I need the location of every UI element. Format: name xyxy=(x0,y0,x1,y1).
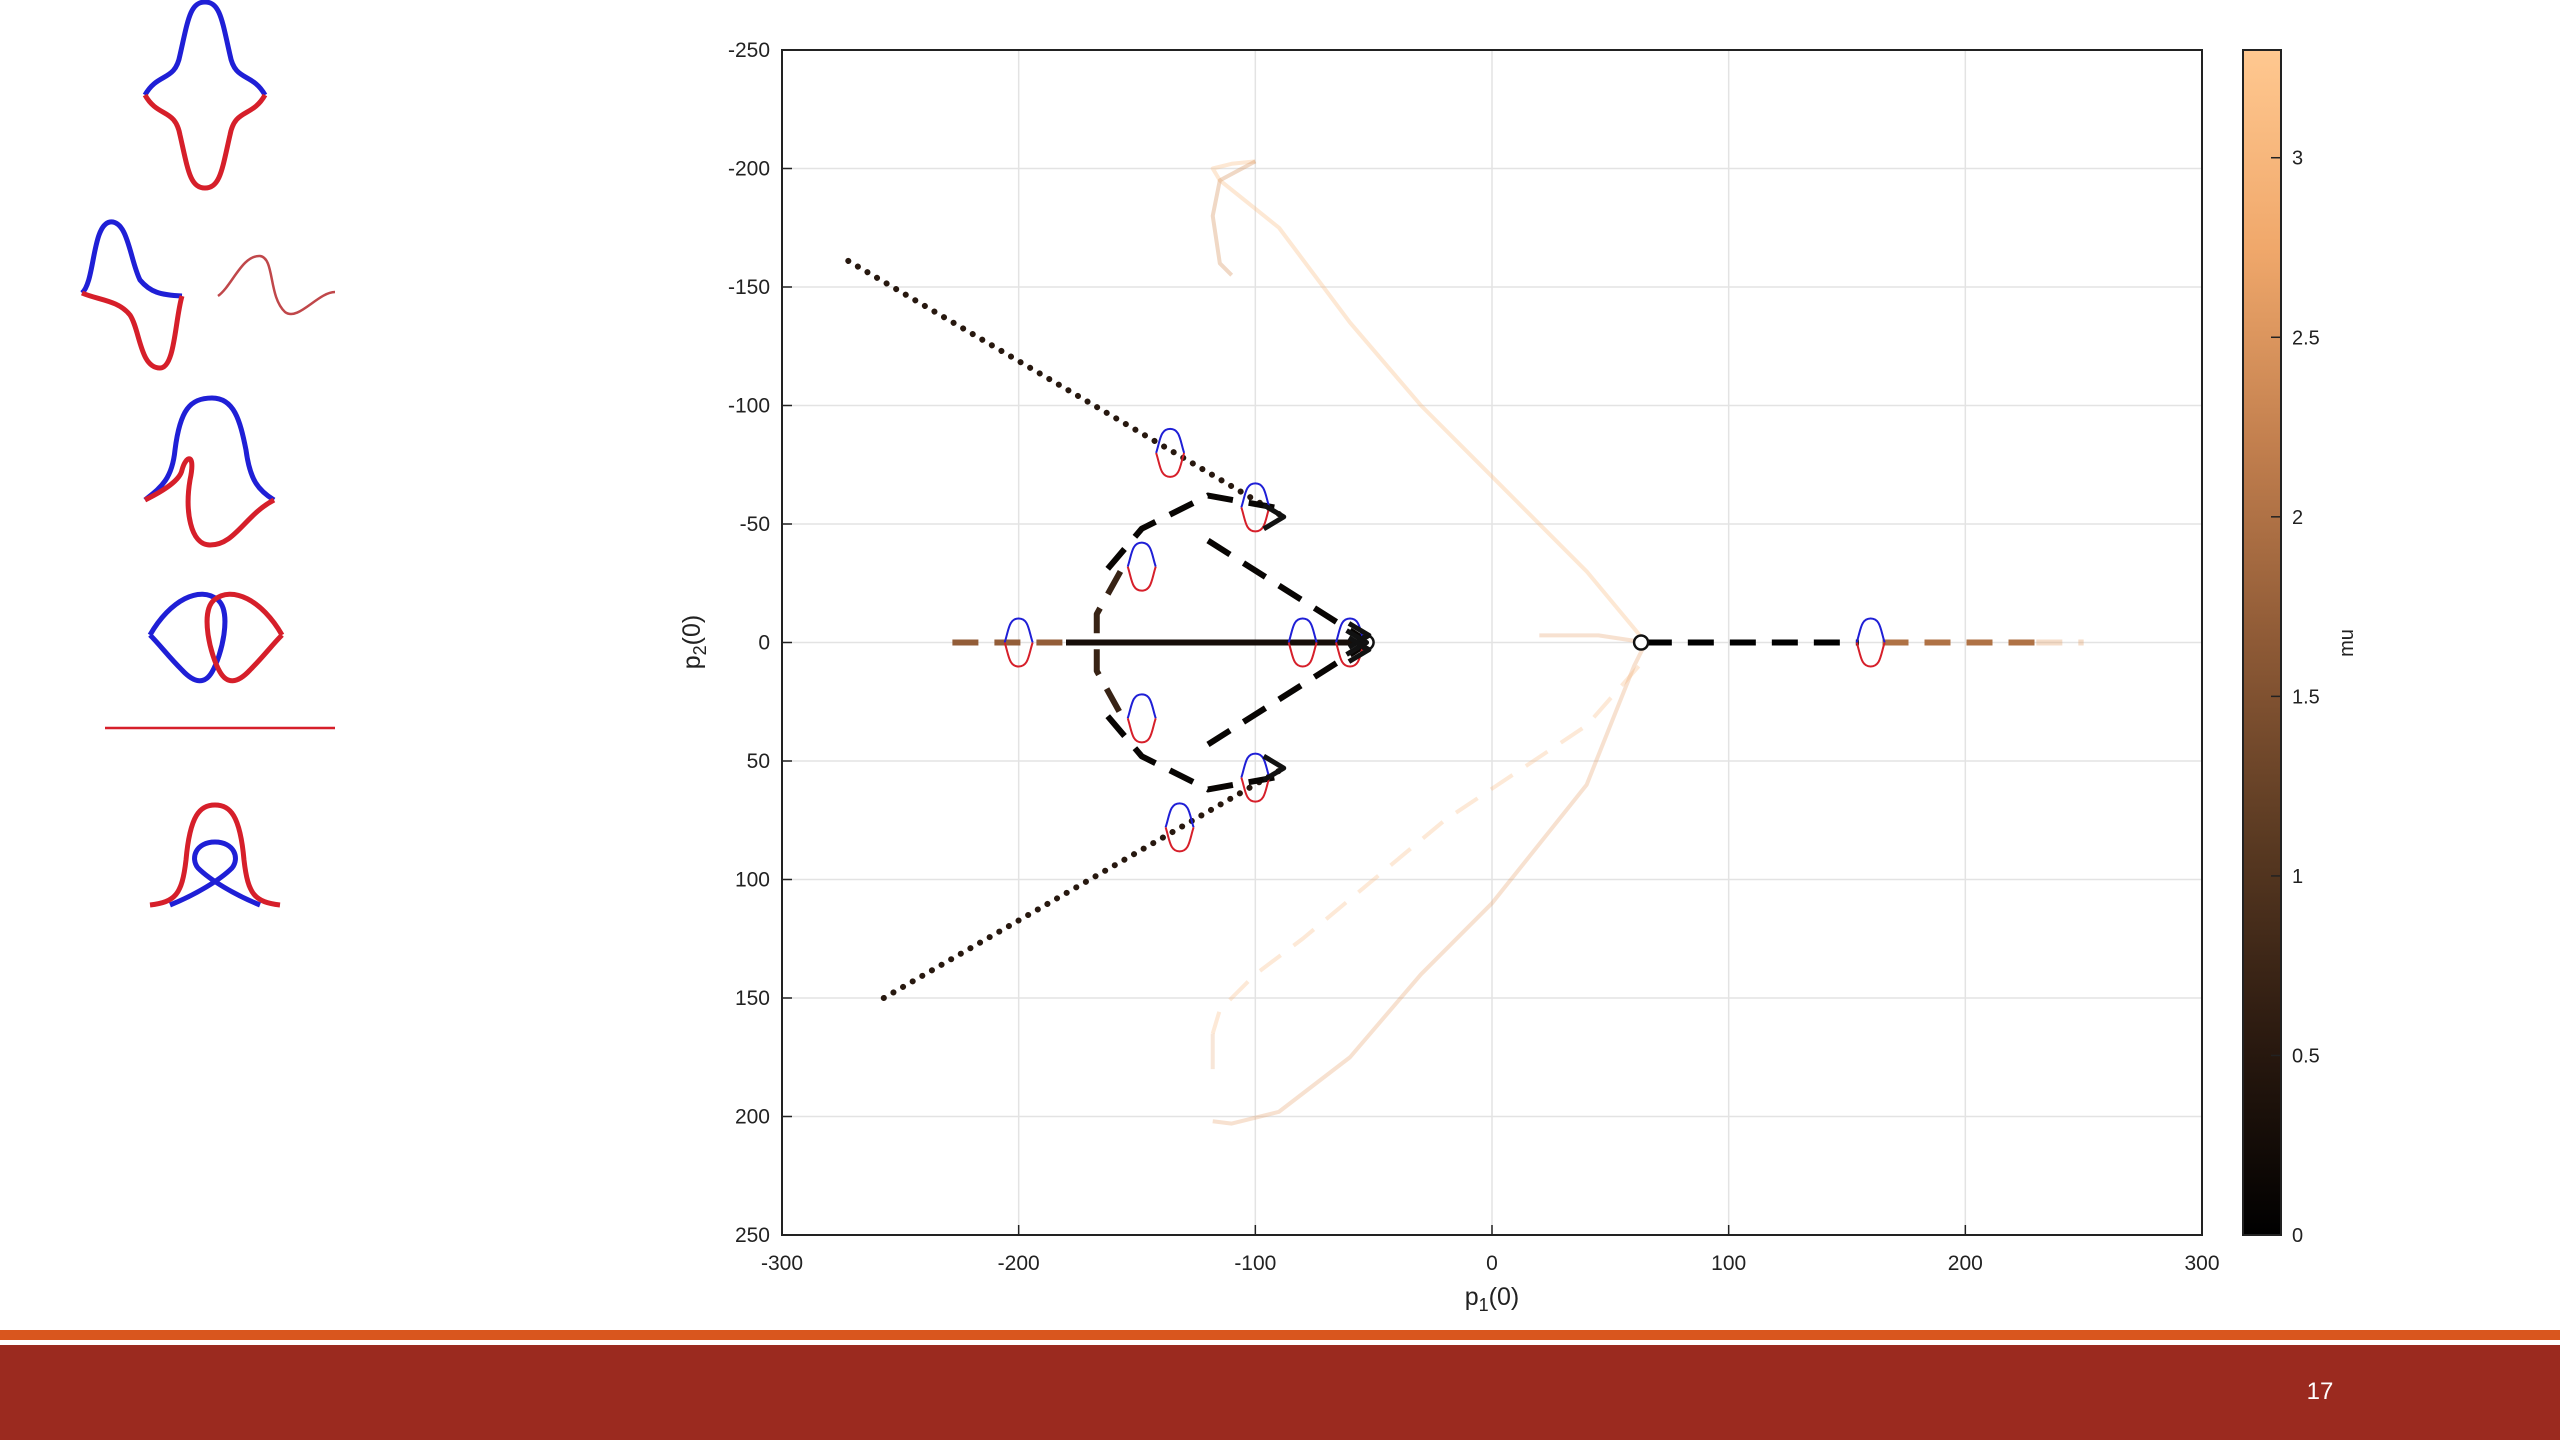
curve-glyph-0 xyxy=(1155,427,1186,478)
shape-3-blue xyxy=(143,395,276,503)
colorbar-ticks: 0 0.5 1 1.5 2 2.5 3 xyxy=(2271,148,2320,1247)
shape-3-red xyxy=(143,456,276,548)
curve-glyph-2 xyxy=(1126,541,1157,592)
y-tick-label: 100 xyxy=(735,869,770,892)
glyph-upper xyxy=(1855,617,1886,643)
y-tick-label: -150 xyxy=(728,276,770,299)
y-tick-label: 200 xyxy=(735,1106,770,1129)
curve-glyph-4 xyxy=(1287,617,1318,668)
colorbar-tick-label: 0.5 xyxy=(2292,1045,2320,1067)
y-tick-label: -250 xyxy=(728,39,770,62)
shape-5-blue-loop xyxy=(169,839,261,908)
curve-shape-legend xyxy=(80,0,336,908)
series-6-dashed xyxy=(1093,569,1124,716)
x-tick-label: 0 xyxy=(1486,1252,1498,1275)
marker-arrow-6 xyxy=(1347,635,1372,664)
y-tick-label: 50 xyxy=(747,750,770,773)
glyph-upper xyxy=(1164,802,1195,828)
glyph-upper xyxy=(1240,482,1271,508)
p1-p2-chart: -300 -200 -100 0 100 200 300 -250-200-150-100-… xyxy=(678,39,2358,1315)
x-tick-label: 300 xyxy=(2184,1252,2219,1275)
marker-arrow-4 xyxy=(1262,753,1287,783)
colorbar-tick-label: 0 xyxy=(2292,1225,2303,1247)
shape-4-red xyxy=(204,591,285,684)
glyph-lower xyxy=(1855,642,1886,668)
x-axis-label: p1(0) xyxy=(1465,1283,1519,1315)
page-number: 17 xyxy=(2306,1378,2334,1405)
y-tick-label: 0 xyxy=(758,632,770,655)
shape-1-upper xyxy=(142,0,268,97)
series-14-solid xyxy=(1212,641,1648,1126)
y-tick-labels: -250 -200 -150 -100 -50 0 50 100 150 200 250 xyxy=(728,39,770,1247)
glyph-lower xyxy=(1155,452,1186,478)
series-12-solid xyxy=(1210,159,1648,644)
curve-glyph-3 xyxy=(1003,617,1034,668)
series-4-dashed xyxy=(1206,538,1371,646)
x-tick-label: 200 xyxy=(1948,1252,1983,1275)
series-2-dashed xyxy=(1099,492,1275,579)
glyph-upper xyxy=(1003,617,1034,643)
shape-2-red xyxy=(80,290,185,371)
series-13-solid xyxy=(1210,159,1257,277)
curve-glyph-8 xyxy=(1240,752,1271,803)
glyph-lower xyxy=(1126,718,1157,744)
series-0-dotted xyxy=(845,257,1287,520)
series-5-dashed xyxy=(1206,639,1371,747)
series-layer xyxy=(845,159,2084,1126)
x-tick-labels: -300 -200 -100 0 100 200 300 xyxy=(761,1252,2220,1275)
series-15-dashed xyxy=(1210,664,1641,1035)
y-tick-label: 150 xyxy=(735,987,770,1010)
colorbar-label: mu xyxy=(2336,629,2358,657)
x-tick-label: -100 xyxy=(1234,1252,1276,1275)
marker-arrow-2 xyxy=(1345,628,1370,657)
y-tick-label: -50 xyxy=(740,513,770,536)
colorbar-tick-label: 2 xyxy=(2292,507,2303,529)
curve-glyph-6 xyxy=(1855,617,1886,668)
curve-glyph-7 xyxy=(1126,693,1157,744)
colorbar-tick-label: 3 xyxy=(2292,148,2303,170)
glyph-lower xyxy=(1003,642,1034,668)
shape-2-thin-wave xyxy=(217,254,336,316)
glyph-lower xyxy=(1240,777,1271,803)
glyph-lower xyxy=(1287,642,1318,668)
glyph-upper xyxy=(1126,541,1157,567)
plot-frame xyxy=(781,49,2203,1236)
x-tick-label: -300 xyxy=(761,1252,803,1275)
colorbar-tick-label: 1 xyxy=(2292,866,2303,888)
glyph-upper xyxy=(1155,427,1186,454)
curve-glyph-9 xyxy=(1164,802,1195,853)
glyph-lower xyxy=(1164,827,1195,853)
colorbar-tick-label: 1.5 xyxy=(2292,686,2320,708)
shape-2-blue xyxy=(80,219,183,299)
curve-glyph-1 xyxy=(1240,482,1271,533)
glyph-lower xyxy=(1126,566,1157,592)
y-tick-label: -200 xyxy=(728,158,770,181)
shape-5-red xyxy=(149,802,281,908)
x-tick-label: 100 xyxy=(1711,1252,1746,1275)
colorbar xyxy=(2242,49,2282,1236)
y-axis-label: p2(0) xyxy=(678,615,710,669)
series-1-dotted xyxy=(880,765,1287,1001)
x-tick-label: -200 xyxy=(998,1252,1040,1275)
marker-arrow-3 xyxy=(1262,502,1287,532)
glyph-lower xyxy=(1240,507,1271,533)
series-16-solid xyxy=(1539,633,1647,645)
y-tick-label: 250 xyxy=(735,1224,770,1247)
footer-bar xyxy=(0,1345,2560,1440)
shape-1-lower xyxy=(142,93,268,191)
series-3-dashed xyxy=(1099,706,1275,793)
colorbar-tick-label: 2.5 xyxy=(2292,327,2320,349)
glyph-upper xyxy=(1287,617,1318,643)
glyph-upper xyxy=(1240,752,1271,778)
glyph-upper xyxy=(1126,693,1157,719)
markers-layer xyxy=(1262,502,1650,783)
y-tick-label: -100 xyxy=(728,395,770,418)
marker-circle-0 xyxy=(1632,634,1650,651)
footer-accent-line xyxy=(0,1330,2560,1340)
